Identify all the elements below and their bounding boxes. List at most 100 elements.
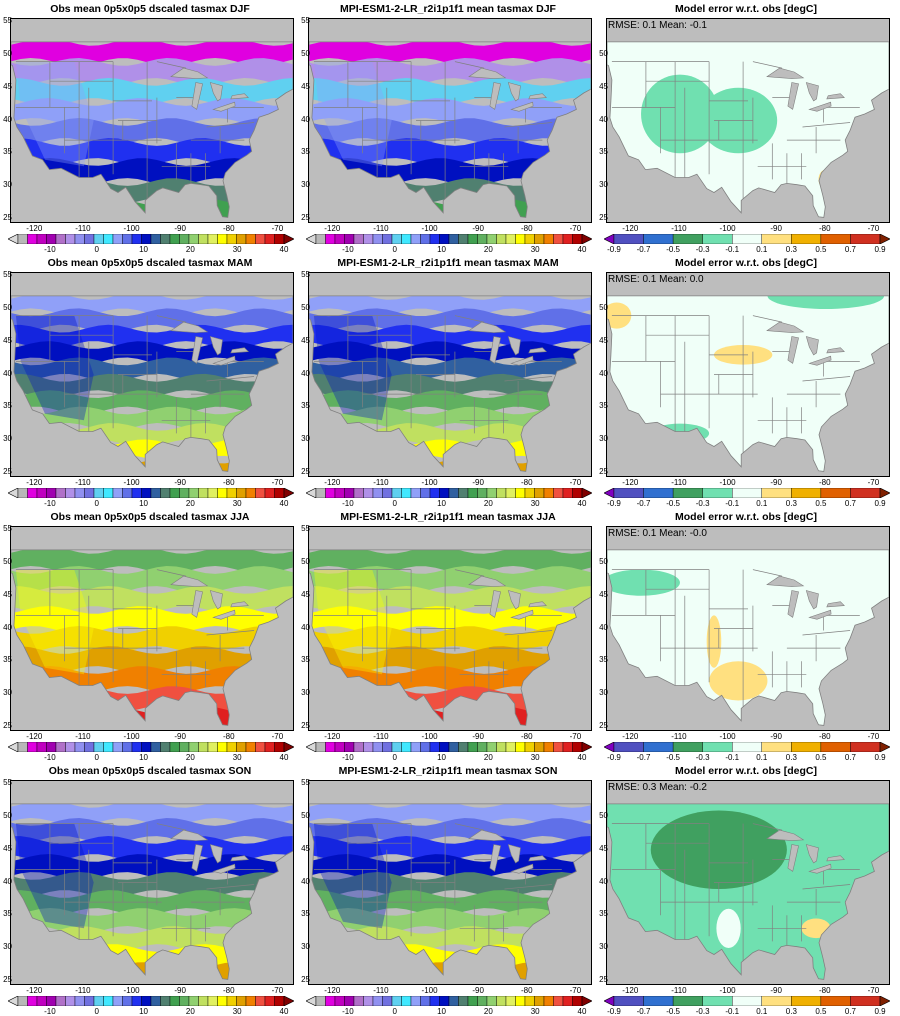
map-panel-model-mam: MPI-ESM1-2-LR_r2i1p1f1 mean tasmax MAM 55… (298, 254, 598, 508)
lat-tick-label: 40 (599, 114, 608, 124)
colorbar-tick-label: 20 (185, 245, 195, 254)
state-border (206, 884, 255, 890)
lon-tick-label: -70 (271, 986, 284, 995)
colorbar: -10 0 10 20 30 40 (8, 996, 294, 1016)
colorbar-swatch (112, 996, 123, 1006)
coastline (309, 549, 591, 726)
lon-tick-label: -110 (671, 986, 687, 995)
colorbar-swatch (112, 742, 123, 752)
colorbar-swatch (188, 996, 199, 1006)
colorbar-tick-label: -0.5 (666, 245, 680, 254)
colorbar-swatch (226, 488, 237, 498)
colorbar-swatch (217, 996, 228, 1006)
colorbar-tick-label: 0.3 (785, 245, 797, 254)
colorbar-swatch (245, 234, 256, 244)
map-canvas (309, 549, 591, 726)
colorbar-swatch (496, 488, 507, 498)
colorbar-swatch (562, 996, 573, 1006)
great-lake (787, 82, 799, 110)
colorbar-swatch (55, 488, 66, 498)
map-panel-model-djf: MPI-ESM1-2-LR_r2i1p1f1 mean tasmax DJF 55… (298, 0, 598, 254)
state-border (802, 630, 851, 636)
colorbar-tick-label: 30 (530, 1007, 540, 1016)
terrain-overlay (15, 823, 94, 929)
colorbar-swatch (410, 234, 421, 244)
colorbar-swatch (353, 996, 364, 1006)
colorbar-swatch (505, 742, 516, 752)
colorbar-swatch (391, 996, 402, 1006)
colorbar-tick-label: -10 (44, 499, 56, 508)
temp-colorbar-graphic (306, 742, 592, 752)
lat-tick-label: 40 (301, 876, 310, 886)
lon-tick-label: -100 (421, 732, 438, 741)
temperature-band (11, 962, 293, 980)
colorbar-swatch (188, 742, 199, 752)
colorbar-swatch (534, 234, 545, 244)
colorbar: -0.9 -0.7 -0.5 -0.3 -0.1 0.1 0.3 0.5 0.7 0.9 (604, 742, 890, 762)
lon-tick-label: -100 (421, 224, 438, 233)
colorbar-swatch (467, 488, 478, 498)
temperature-band (309, 962, 591, 980)
state-border (156, 823, 187, 831)
lon-tick-label: -100 (123, 478, 140, 487)
colorbar-tick-label: 0 (94, 753, 99, 762)
colorbar-swatch (420, 996, 431, 1006)
colorbar-tick-label: -0.7 (636, 499, 651, 508)
colorbar-swatch (761, 488, 792, 498)
state-border (156, 61, 187, 69)
colorbar-swatch (562, 488, 573, 498)
colorbar-swatch (458, 742, 469, 752)
colorbar-low-extend (306, 742, 317, 752)
colorbar-swatch (103, 742, 114, 752)
colorbar-swatch (46, 234, 57, 244)
colorbar-swatch (207, 742, 218, 752)
colorbar-swatch (236, 742, 247, 752)
great-lake (787, 590, 799, 618)
colorbar-swatch (150, 488, 161, 498)
colorbar-tick-label: 30 (232, 753, 242, 762)
colorbar-swatch (524, 488, 535, 498)
map-frame (308, 272, 592, 477)
lon-tick-label: -120 (26, 478, 43, 487)
colorbar-swatch (169, 996, 180, 1006)
colorbar-high-extend (879, 996, 890, 1006)
colorbar-swatch (553, 996, 564, 1006)
map-canvas (607, 41, 889, 218)
error-metrics-label: RMSE: 0.1 Mean: 0.0 (608, 274, 704, 285)
colorbar-swatch (791, 742, 822, 752)
colorbar-swatch (93, 742, 104, 752)
terrain-overlay (313, 823, 392, 929)
colorbar-tick-label: -0.9 (607, 499, 621, 508)
lat-tick-label: 30 (301, 179, 310, 189)
colorbar-tick-label: 20 (483, 753, 493, 762)
colorbar-swatch (65, 742, 76, 752)
lat-tick-label: 35 (3, 909, 12, 919)
colorbar-swatch (131, 996, 142, 1006)
colorbar-swatch (448, 488, 459, 498)
map-canvas (607, 549, 889, 726)
lat-tick-label: 25 (599, 720, 608, 730)
map-canvas (11, 803, 293, 980)
lat-tick-label: 45 (301, 589, 310, 599)
colorbar-swatch (613, 996, 644, 1006)
colorbar-swatch (160, 234, 171, 244)
lat-tick-label: 35 (3, 655, 12, 665)
colorbar-swatch (217, 488, 228, 498)
colorbar-tick-label: 30 (232, 1007, 242, 1016)
great-lake (826, 93, 845, 100)
great-lake (212, 609, 236, 620)
colorbar-swatch (131, 234, 142, 244)
colorbar-swatch (429, 996, 440, 1006)
temperature-band (11, 308, 293, 333)
map-panel-obs-djf: Obs mean 0p5x0p5 dscaled tasmax DJF 55 50 4… (0, 0, 300, 254)
colorbar-tick-label: 0 (94, 499, 99, 508)
colorbar-tick-label: -0.9 (607, 753, 621, 762)
temperature-band (309, 357, 591, 382)
colorbar-swatch (702, 234, 733, 244)
lat-tick-label: 25 (3, 212, 12, 222)
colorbar-swatch (74, 488, 85, 498)
great-lake (212, 101, 236, 112)
lon-tick-label: -90 (472, 732, 484, 741)
colorbar: -10 0 10 20 30 40 (306, 996, 592, 1016)
colorbar-tick-label: 0 (94, 245, 99, 254)
